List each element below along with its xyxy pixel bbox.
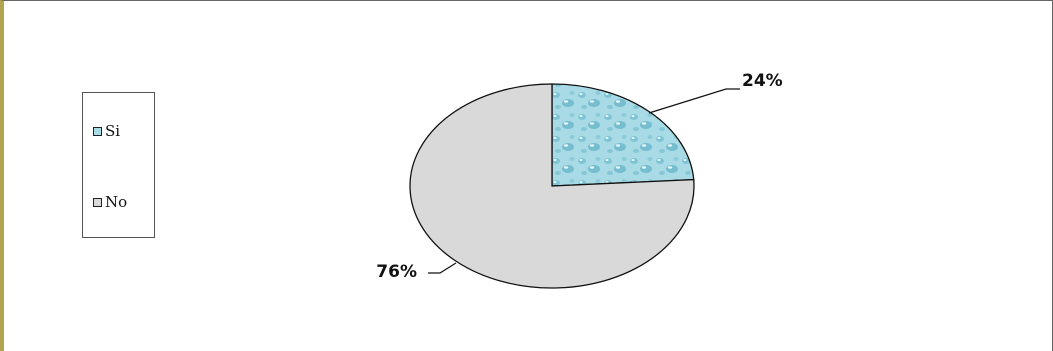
legend-swatch-no [93, 197, 102, 207]
legend-item-si: Si [93, 123, 120, 139]
leader-line-si [648, 88, 740, 114]
pie-slice-no [409, 83, 695, 289]
leader-lines [428, 88, 740, 274]
data-labels: 24% 76% [376, 71, 782, 282]
data-label-no: 76% [376, 262, 417, 282]
legend-label-si: Si [105, 122, 121, 140]
legend-label-no: No [105, 193, 128, 211]
pie-chart: 24% 76% [376, 71, 783, 289]
data-label-si: 24% [742, 71, 783, 91]
legend: Si No [82, 92, 155, 238]
pie-slice-si [551, 83, 695, 187]
legend-swatch-si [93, 126, 102, 136]
leader-line-no [428, 262, 457, 274]
legend-item-no: No [93, 194, 127, 210]
pie-slices [409, 83, 695, 289]
